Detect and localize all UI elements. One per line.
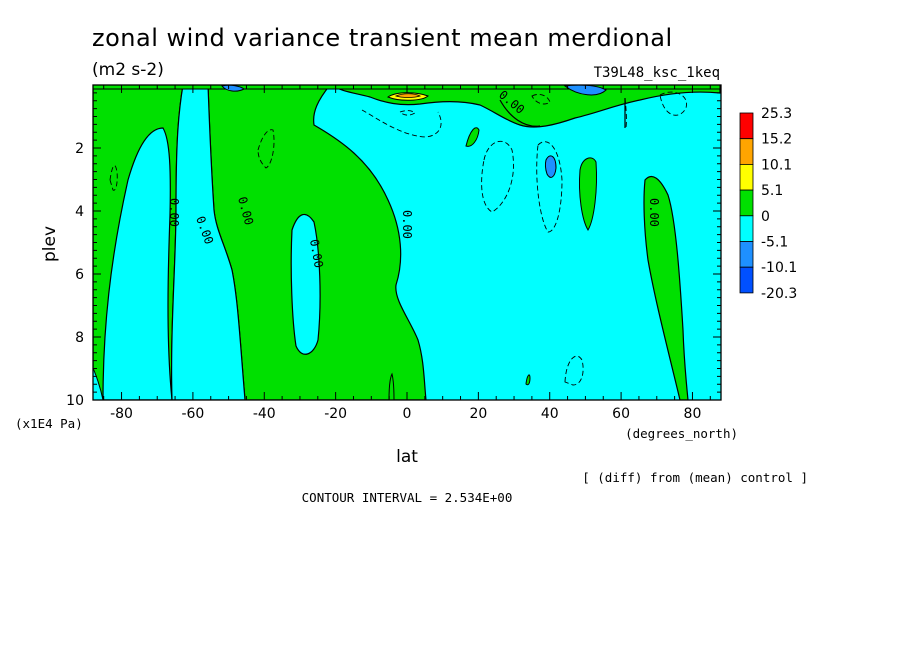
negative-contours (109, 91, 687, 386)
axis-ticks (93, 84, 721, 401)
colorbar-swatch (739, 241, 754, 268)
positive-patch-50n (579, 157, 597, 231)
y-tick-label: 2 (75, 141, 84, 157)
colorbar-swatch (739, 266, 754, 294)
colorbar-label: 0 (761, 209, 770, 225)
colorbar-label: 25.3 (761, 106, 792, 122)
colorbar-label: 15.2 (761, 132, 792, 148)
x-tick-label: 0 (403, 406, 412, 422)
y-tick-label: 4 (75, 204, 84, 220)
chart-title: zonal wind variance transient mean merdi… (92, 24, 673, 52)
x-tick-label: 20 (469, 406, 487, 422)
diff-note: [ (diff) from (mean) control ] (582, 470, 808, 485)
zero-contours (499, 98, 626, 128)
x-tick-label: -40 (253, 406, 276, 422)
contour-label: 0.00 (400, 210, 414, 239)
positive-strip-70n (643, 175, 689, 400)
contour-interval: CONTOUR INTERVAL = 2.534E+00 (302, 490, 513, 505)
contour-label: 0.00 (307, 238, 326, 269)
negative-strip (170, 85, 246, 400)
chart-units: (m2 s-2) (92, 60, 164, 80)
colorbar-swatch (739, 138, 754, 165)
colorbar-label: -20.3 (761, 286, 797, 302)
negative-core-40n (544, 155, 557, 178)
colorbar-swatch (739, 215, 754, 242)
colorbar-label: 10.1 (761, 157, 792, 173)
x-tick-label: 60 (612, 406, 630, 422)
x-tick-label: -60 (181, 406, 204, 422)
x-tick-labels: -80 -60 -40 -20 0 20 40 60 80 (110, 406, 701, 422)
x-tick-label: 80 (684, 406, 702, 422)
colorbar-swatch (739, 163, 754, 191)
x-tick-label: -80 (110, 406, 133, 422)
x-tick-label: -20 (324, 406, 347, 422)
y-tick-label: 6 (75, 267, 84, 283)
experiment-label: T39L48_ksc_1keq (594, 65, 720, 81)
y-tick-label: 10 (66, 393, 84, 409)
y-axis-units: (x1E4 Pa) (15, 416, 83, 431)
y-tick-label: 8 (75, 330, 84, 346)
contour-label: 0.00 (647, 198, 661, 227)
colorbar-swatch (739, 189, 754, 217)
positive-patch-20n (465, 127, 480, 147)
colorbar-label: -5.1 (761, 235, 788, 251)
colorbar-label: 5.1 (761, 183, 783, 199)
x-axis-units: (degrees_north) (625, 426, 738, 441)
positive-patch-10s (388, 372, 395, 400)
contour-field: 0.00 0.00 0.00 0.00 0.00 0.00 0.00 (93, 85, 721, 400)
y-axis-label: plev (40, 226, 60, 262)
negative-tongue-west (102, 127, 173, 400)
colorbar-swatch (739, 112, 754, 140)
strong-core-equator (394, 93, 422, 98)
colorbar: 25.3 15.2 10.1 5.1 0 -5.1 -10.1 -20.3 (739, 106, 797, 302)
colorbar-label: -10.1 (761, 260, 797, 276)
x-tick-label: 40 (541, 406, 559, 422)
positive-patch-35n (525, 374, 531, 386)
contour-label: 0.00 (167, 198, 181, 227)
negative-tongue-central (290, 213, 321, 355)
x-axis-label: lat (396, 447, 418, 467)
y-tick-labels: 2 4 6 8 10 (66, 141, 84, 409)
